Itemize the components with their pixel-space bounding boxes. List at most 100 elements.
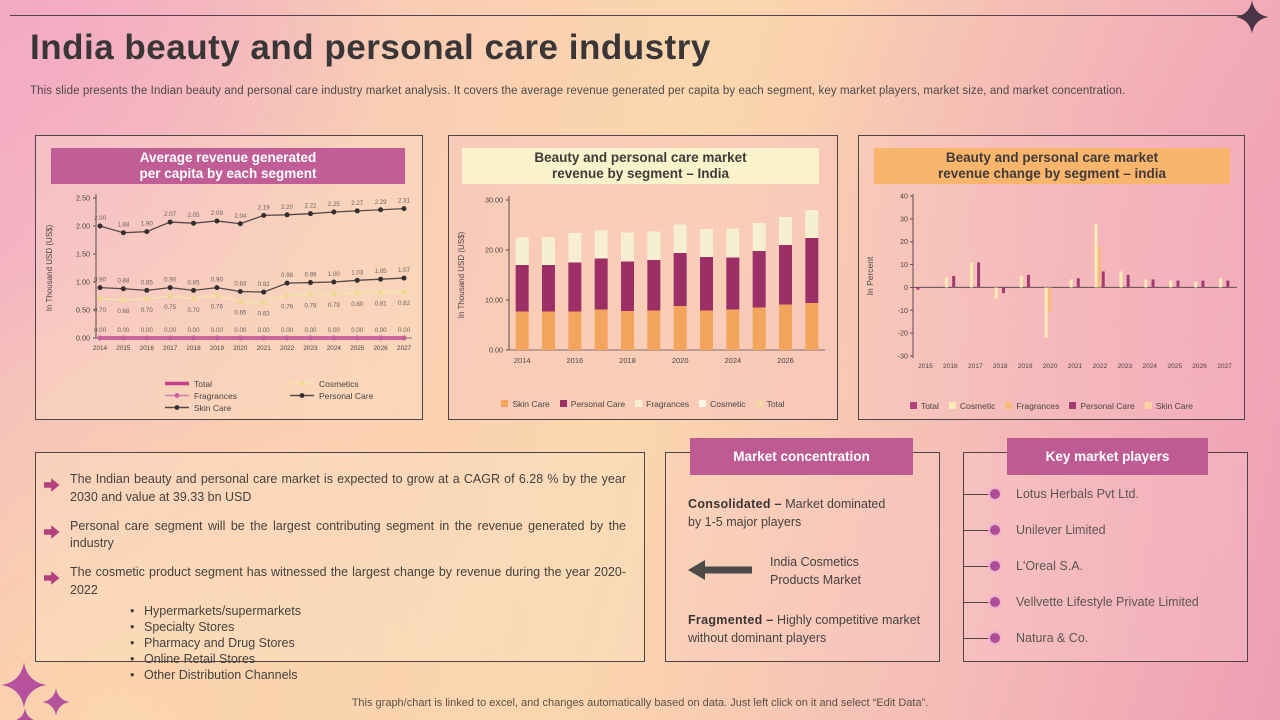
- panel-key-players: Lotus Herbals Pvt Ltd. Unilever Limited L'…: [963, 452, 1248, 662]
- svg-text:0.83: 0.83: [234, 281, 247, 288]
- key-player-name: Lotus Herbals Pvt Ltd.: [1016, 487, 1139, 501]
- legend-item-fragrances: Fragrances: [635, 398, 689, 409]
- svg-text:0.00: 0.00: [211, 327, 224, 334]
- sparkle-icon: [1235, 0, 1269, 34]
- svg-text:1.50: 1.50: [76, 250, 90, 259]
- svg-text:2018: 2018: [993, 363, 1008, 370]
- sparkle-icon: [15, 708, 35, 720]
- svg-text:0.00: 0.00: [141, 327, 154, 334]
- distribution-channels-list: Hypermarkets/supermarketsSpecialty Store…: [70, 603, 626, 683]
- svg-text:0.00: 0.00: [398, 327, 411, 334]
- market-concentration-body: Consolidated – Market dominated by 1-5 m…: [666, 453, 939, 661]
- svg-text:2023: 2023: [1118, 363, 1133, 370]
- legend-item-fragrances: Fragrances: [164, 390, 289, 401]
- svg-text:0.90: 0.90: [164, 277, 177, 284]
- fragmented-label: Fragmented –: [688, 613, 774, 627]
- svg-text:0.82: 0.82: [258, 281, 271, 288]
- key-player-item: Unilever Limited: [964, 512, 1237, 548]
- connector-line: [964, 530, 993, 531]
- svg-text:2018: 2018: [619, 356, 636, 365]
- key-player-item: Natura & Co.: [964, 620, 1237, 656]
- svg-text:2022: 2022: [1093, 363, 1108, 370]
- series-personal-care: 2.00 1.88 1.90 2.07 2.05 2.09 2.04 2.19 2.20 2.22…: [94, 198, 411, 236]
- svg-text:2016: 2016: [140, 345, 155, 352]
- svg-text:0.76: 0.76: [281, 303, 294, 310]
- svg-text:0.00: 0.00: [351, 327, 364, 334]
- bullet-dot-icon: [990, 597, 1000, 607]
- list-item: Other Distribution Channels: [130, 667, 626, 683]
- chart3-title-line1: Beauty and personal care market: [945, 150, 1159, 165]
- svg-text:2016: 2016: [566, 356, 583, 365]
- line-chart-avg-revenue[interactable]: 0.00 0.50 1.00 1.50 2.00 2.50 In Thousand USD …: [38, 188, 422, 384]
- legend-item-total: Total: [165, 378, 212, 389]
- svg-text:30: 30: [900, 214, 908, 223]
- chart2-title-banner: Beauty and personal care market revenue …: [462, 148, 819, 184]
- legend-swatch: [948, 402, 956, 409]
- svg-text:2.00: 2.00: [76, 222, 90, 231]
- key-player-name: Unilever Limited: [1016, 523, 1106, 537]
- svg-text:0.68: 0.68: [117, 308, 130, 315]
- svg-text:2.04: 2.04: [234, 213, 247, 220]
- svg-text:0.85: 0.85: [188, 279, 201, 286]
- svg-text:2027: 2027: [397, 345, 412, 352]
- svg-text:2025: 2025: [1167, 363, 1182, 370]
- svg-text:20.00: 20.00: [485, 246, 503, 255]
- panel-revenue-by-segment: Beauty and personal care market revenue …: [448, 135, 838, 420]
- svg-text:40: 40: [900, 192, 908, 201]
- arrow-caption: India Cosmetics Products Market: [770, 555, 862, 588]
- svg-text:0.98: 0.98: [281, 272, 294, 279]
- svg-text:-10: -10: [898, 306, 908, 315]
- svg-text:0: 0: [904, 283, 908, 292]
- bullet-text: The cosmetic product segment has witness…: [70, 564, 626, 683]
- svg-text:In Thousand USD (US$): In Thousand USD (US$): [45, 224, 54, 311]
- svg-text:1.90: 1.90: [141, 221, 154, 228]
- bullet-arrow-icon: [44, 518, 70, 554]
- legend-item-personal-care: Personal Care: [559, 398, 625, 409]
- legend-item-cosmetic: Cosmetic: [699, 398, 746, 409]
- bullet-dot-icon: [990, 561, 1000, 571]
- svg-text:1.07: 1.07: [398, 267, 411, 274]
- svg-text:2017: 2017: [163, 345, 178, 352]
- legend-swatch: [635, 400, 643, 407]
- svg-text:0.65: 0.65: [234, 310, 247, 317]
- svg-text:0.70: 0.70: [94, 307, 107, 314]
- legend-item-cosmetics: Cosmetics: [289, 378, 414, 389]
- svg-text:10: 10: [900, 260, 908, 269]
- legend-item-fragrances: Fragrances: [1005, 400, 1059, 411]
- legend-swatch: [501, 400, 509, 407]
- legend-item-total: Total: [909, 400, 939, 411]
- panel-insights: The Indian beauty and personal care mark…: [35, 452, 645, 683]
- legend-swatch: [909, 402, 917, 409]
- svg-text:0.80: 0.80: [351, 301, 364, 308]
- grouped-bar-chart-revenue-change[interactable]: 40 30 20 10 0 -10 -20 -30 In Percent 2015 2016 2017…: [861, 188, 1245, 393]
- svg-text:0.00: 0.00: [76, 334, 90, 343]
- list-item: Hypermarkets/supermarkets: [130, 603, 626, 619]
- key-player-name: L'Oreal S.A.: [1016, 559, 1083, 573]
- key-player-item: L'Oreal S.A.: [964, 548, 1237, 584]
- panel-revenue-change-by-segment: Beauty and personal care market revenue …: [858, 135, 1245, 420]
- svg-text:In Thousand USD (US$): In Thousand USD (US$): [457, 231, 466, 318]
- consolidated-text: Consolidated – Market dominated by 1-5 m…: [688, 495, 896, 531]
- svg-text:0.00: 0.00: [375, 327, 388, 334]
- svg-text:2021: 2021: [1068, 363, 1083, 370]
- svg-text:2021: 2021: [257, 345, 272, 352]
- svg-text:1.88: 1.88: [117, 222, 130, 229]
- chart2-title-line1: Beauty and personal care market: [534, 150, 747, 165]
- key-players-list: Lotus Herbals Pvt Ltd. Unilever Limited L'…: [964, 476, 1237, 656]
- svg-text:2019: 2019: [210, 345, 225, 352]
- svg-text:0.82: 0.82: [398, 300, 411, 307]
- insight-bullet-2: Personal care segment will be the larges…: [44, 518, 626, 554]
- svg-text:2022: 2022: [280, 345, 295, 352]
- series-skin-care: 0.90 0.88 0.85 0.90 0.85 0.90 0.83 0.82 0.98 0.99…: [94, 267, 411, 295]
- legend-item-personal-care: Personal Care: [1069, 400, 1135, 411]
- svg-text:2.27: 2.27: [351, 200, 364, 207]
- chart3-legend: Total Cosmetic Fragrances Personal Care Skin…: [859, 400, 1244, 411]
- svg-text:2020: 2020: [1043, 363, 1058, 370]
- key-players-header: Key market players: [1007, 438, 1208, 475]
- svg-text:0.70: 0.70: [188, 307, 201, 314]
- stacked-bar-chart-revenue[interactable]: 0.00 10.00 20.00 30.00 In Thousand USD (US$)…: [451, 190, 835, 390]
- bullet-text: The Indian beauty and personal care mark…: [70, 472, 626, 504]
- svg-text:2024: 2024: [327, 345, 342, 352]
- svg-text:2.31: 2.31: [398, 198, 411, 205]
